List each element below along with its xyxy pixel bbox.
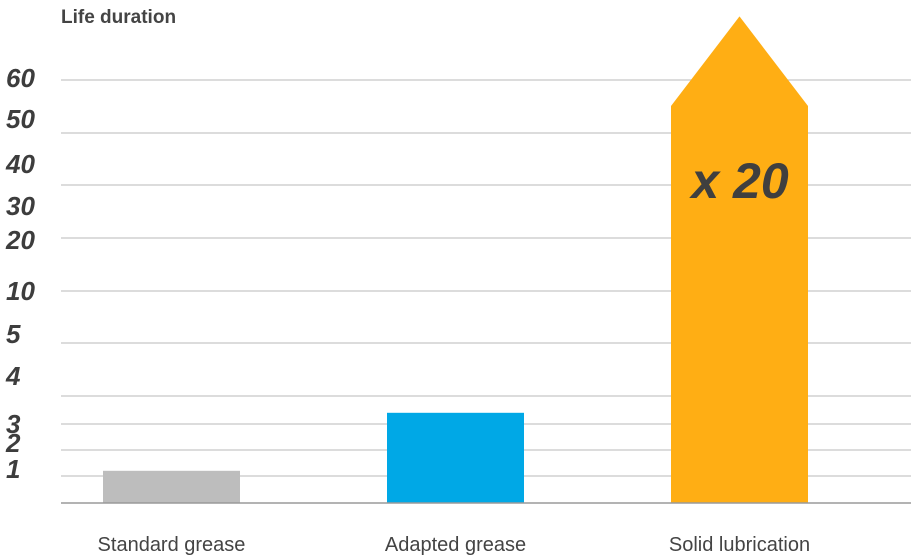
y-tick-50: 50 (6, 104, 35, 134)
bar-solid-lubrication (671, 16, 808, 504)
bar-adapted-grease (387, 412, 524, 503)
y-axis-ticks: 123 4 5 10 20 30 40 50 60 (5, 63, 35, 484)
x-axis-ticks: Standard grease Adapted grease Solid lubri… (98, 534, 811, 556)
y-tick-10: 10 (6, 276, 35, 306)
y-tick-2: 2 (5, 428, 21, 458)
x-tick-standard-grease: Standard grease (98, 534, 246, 556)
bars (103, 16, 808, 504)
y-tick-1: 1 (6, 454, 20, 484)
x-tick-adapted-grease: Adapted grease (385, 534, 526, 556)
y-tick-60: 60 (6, 63, 35, 93)
multiplier-annotation: x 20 (688, 153, 789, 209)
y-tick-30: 30 (6, 191, 35, 221)
y-tick-40: 40 (5, 149, 35, 179)
bar-standard-grease (103, 470, 240, 503)
y-tick-20: 20 (5, 225, 35, 255)
y-tick-5: 5 (6, 319, 21, 349)
y-tick-3: 3 (6, 409, 21, 439)
chart-title: Life duration (61, 7, 176, 28)
x-tick-solid-lubrication: Solid lubrication (669, 534, 810, 556)
y-tick-4: 4 (5, 361, 21, 391)
